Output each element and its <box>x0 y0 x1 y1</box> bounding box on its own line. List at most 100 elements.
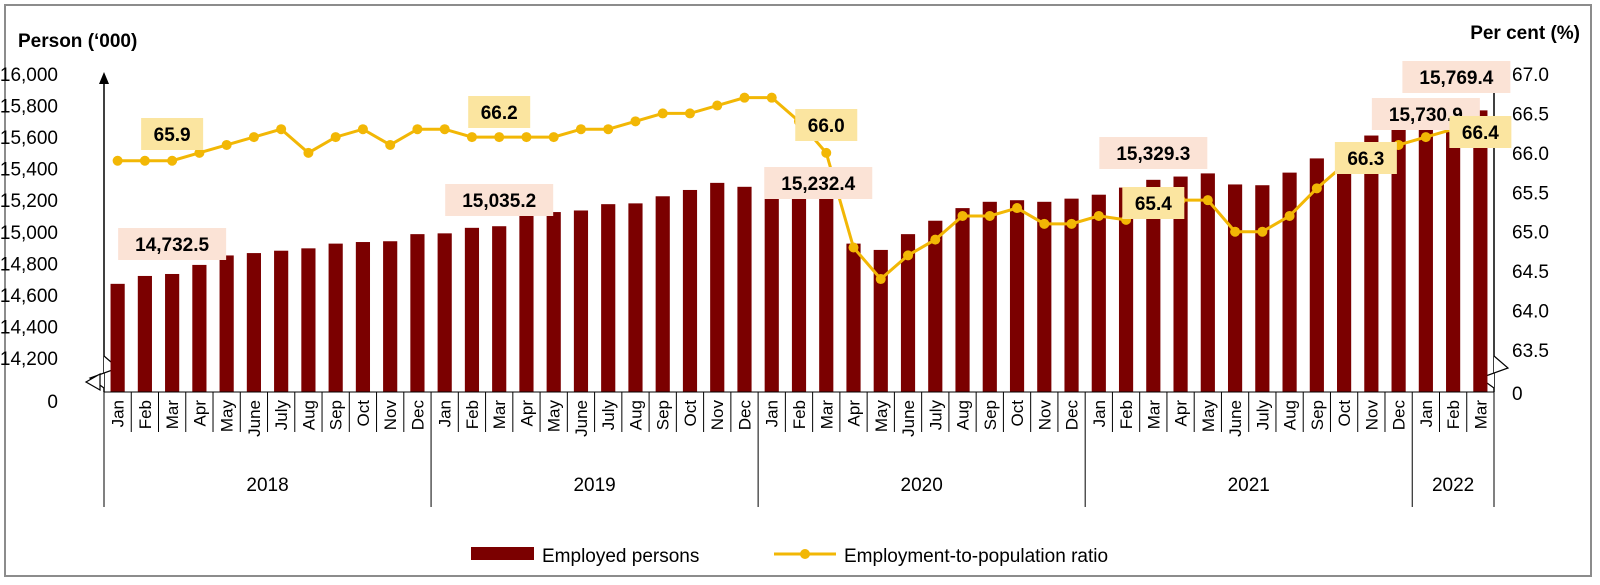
bar <box>1037 201 1052 392</box>
month-label: Apr <box>190 400 209 427</box>
ratio-marker <box>821 147 832 158</box>
bar-data-label-box <box>764 167 873 199</box>
bar <box>110 283 125 392</box>
month-label: Sep <box>327 400 346 430</box>
month-label: May <box>218 400 237 433</box>
line-data-label: 66.4 <box>1462 123 1499 144</box>
ratio-marker <box>194 147 205 158</box>
line-data-label: 66.0 <box>808 116 845 137</box>
right-tick-label: 66.0 <box>1512 144 1549 165</box>
left-tick-label: 15,600 <box>0 128 58 149</box>
bar <box>1473 110 1488 393</box>
bar-series-employed-persons <box>110 110 1488 393</box>
right-tick-label: 64.0 <box>1512 302 1549 323</box>
line-data-label-box <box>141 118 204 150</box>
ratio-marker <box>984 210 995 221</box>
left-tick-label: 15,200 <box>0 191 58 212</box>
left-tick-label: 15,000 <box>0 223 58 244</box>
bar <box>246 253 261 392</box>
bar <box>682 189 698 392</box>
ratio-marker <box>385 139 396 150</box>
bar <box>1364 135 1379 393</box>
month-label: June <box>1226 400 1245 437</box>
ratio-marker <box>739 92 750 103</box>
bar-data-label-box <box>1099 137 1208 169</box>
month-label: Dec <box>1063 400 1082 431</box>
ratio-marker <box>1093 210 1104 221</box>
ratio-marker <box>1230 226 1241 237</box>
left-tick-label: 14,600 <box>0 286 58 307</box>
bar-data-label: 15,232.4 <box>781 174 855 195</box>
left-axis-break-tick <box>84 372 101 392</box>
ratio-marker <box>221 139 232 150</box>
month-label: July <box>1253 400 1272 431</box>
ratio-marker <box>1039 218 1050 229</box>
right-tick-label: 65.0 <box>1512 223 1549 244</box>
bar <box>928 220 943 392</box>
bar <box>1091 194 1106 392</box>
legend-label-employment-ratio: Employment-to-population ratio <box>844 546 1108 567</box>
ratio-marker <box>1420 132 1431 143</box>
right-tick-label: 65.5 <box>1512 183 1549 204</box>
ratio-marker <box>1012 203 1023 214</box>
month-label: Jan <box>763 400 782 427</box>
ratio-marker <box>439 124 450 135</box>
ratio-marker <box>303 147 314 158</box>
ratio-marker <box>521 132 532 143</box>
ratio-marker <box>1257 226 1268 237</box>
ratio-marker <box>848 242 859 253</box>
ratio-marker <box>466 132 477 143</box>
left-tick-label: 16,000 <box>0 65 58 86</box>
month-label: Apr <box>845 400 864 427</box>
bar <box>791 188 807 392</box>
bar <box>1227 184 1243 392</box>
year-label: 2022 <box>1432 475 1474 496</box>
bar <box>982 201 997 392</box>
bar-data-label: 15,769.4 <box>1419 68 1493 89</box>
month-label: Jan <box>436 400 455 427</box>
month-label: Feb <box>136 400 155 429</box>
month-label: June <box>572 400 591 437</box>
ratio-marker <box>412 124 423 135</box>
line-data-label-box <box>1449 116 1512 148</box>
bar <box>1418 116 1433 392</box>
month-label: Feb <box>1117 400 1136 429</box>
line-data-label: 66.3 <box>1347 149 1384 170</box>
month-label: Oct <box>1335 400 1354 427</box>
month-label: Jan <box>109 400 128 427</box>
bar <box>546 212 561 392</box>
year-label: 2019 <box>573 475 615 496</box>
line-data-label: 65.4 <box>1135 194 1172 215</box>
data-labels: 14,732.5 15,035.2 15,232.4 15,329.3 15,730.9… <box>118 61 1512 260</box>
ratio-marker <box>657 108 668 119</box>
right-axis-title: Per cent (%) <box>1470 23 1580 44</box>
bar <box>764 182 779 392</box>
left-tick-label: 15,400 <box>0 160 58 181</box>
bar <box>819 195 834 392</box>
month-label: Feb <box>1444 400 1463 429</box>
ratio-marker <box>139 155 150 166</box>
legend: Employed persons Employment-to-populatio… <box>471 546 1108 567</box>
ratio-marker <box>112 155 123 166</box>
month-label: Feb <box>790 400 809 429</box>
bar <box>1173 176 1188 392</box>
ratio-marker <box>957 210 968 221</box>
legend-swatch-marker <box>800 549 810 559</box>
bar <box>846 243 861 392</box>
ratio-marker <box>1284 210 1295 221</box>
bar <box>737 186 752 392</box>
line-data-label: 65.9 <box>154 125 191 146</box>
bar <box>601 204 616 392</box>
bar <box>219 255 234 392</box>
bar <box>900 234 916 392</box>
bar <box>492 226 507 392</box>
month-label: July <box>599 400 618 431</box>
line-data-label-box <box>795 109 858 141</box>
ratio-marker <box>875 274 886 285</box>
month-label: Mar <box>163 400 182 430</box>
bar <box>1337 144 1352 392</box>
bar <box>355 242 371 392</box>
ratio-marker <box>494 132 505 143</box>
bar <box>192 264 207 392</box>
left-tick-label: 15,800 <box>0 97 58 118</box>
